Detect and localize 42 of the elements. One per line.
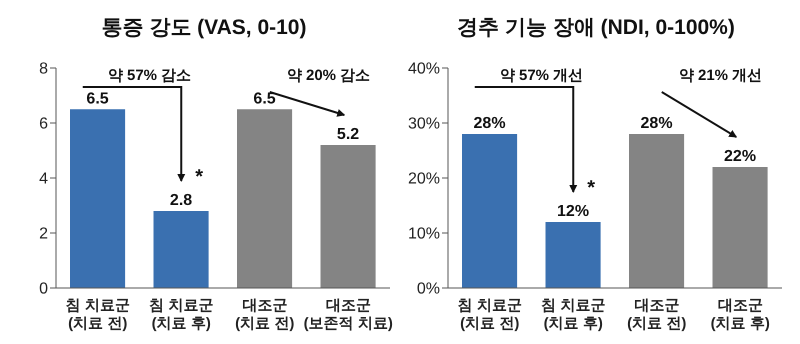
x-tick-label: 침 치료군 (치료 전) [66, 297, 130, 332]
x-tick-label: 침 치료군 (치료 전) [458, 297, 522, 332]
annotation: 약 57% 개선 [500, 67, 584, 84]
annotation: * [195, 166, 204, 188]
x-tick-label: 대조군 (치료 전) [235, 297, 294, 332]
x-tick-label: 대조군 (보존적 치료) [304, 297, 393, 332]
bar [320, 145, 376, 288]
y-tick-label: 6 [39, 116, 48, 133]
y-tick-label: 4 [39, 170, 48, 188]
data-label: 6.5 [86, 90, 109, 108]
x-tick-label: 침 치료군 (치료 후) [541, 297, 606, 332]
data-label: 22% [724, 148, 756, 165]
data-label: 6.5 [253, 90, 276, 108]
annotation: 약 21% 개선 [678, 67, 762, 84]
data-label: 12% [557, 203, 590, 220]
bar [629, 134, 684, 288]
y-tick-label: 0 [39, 280, 48, 298]
data-label: 28% [474, 115, 506, 132]
bar [154, 211, 209, 288]
chart-title: 통증 강도 (VAS, 0-10) [100, 15, 308, 41]
x-tick-label: 침 치료군 (치료 후) [149, 297, 214, 332]
y-tick-label: 8 [39, 60, 48, 78]
annotation: * [587, 177, 596, 199]
bar [546, 222, 601, 288]
data-label: 28% [640, 115, 673, 132]
bar [237, 109, 292, 288]
y-tick-label: 0% [416, 280, 440, 298]
y-tick-label: 40% [408, 60, 440, 78]
data-label: 5.2 [336, 126, 360, 143]
y-tick-label: 30% [408, 116, 440, 133]
y-tick-label: 10% [408, 226, 440, 243]
bar [70, 109, 126, 288]
annotation: 약 20% 감소 [286, 67, 370, 84]
x-tick-label: 대조군 (치료 후) [710, 297, 770, 332]
bar [712, 167, 768, 288]
y-tick-label: 2 [39, 226, 48, 243]
data-label: 2.8 [170, 192, 192, 209]
chart-title: 경추 기능 장애 (NDI, 0-100%) [456, 15, 736, 41]
bar [462, 134, 518, 288]
x-tick-label: 대조군 (치료 전) [627, 297, 686, 332]
y-tick-label: 20% [408, 170, 440, 188]
annotation: 약 57% 감소 [108, 67, 192, 84]
